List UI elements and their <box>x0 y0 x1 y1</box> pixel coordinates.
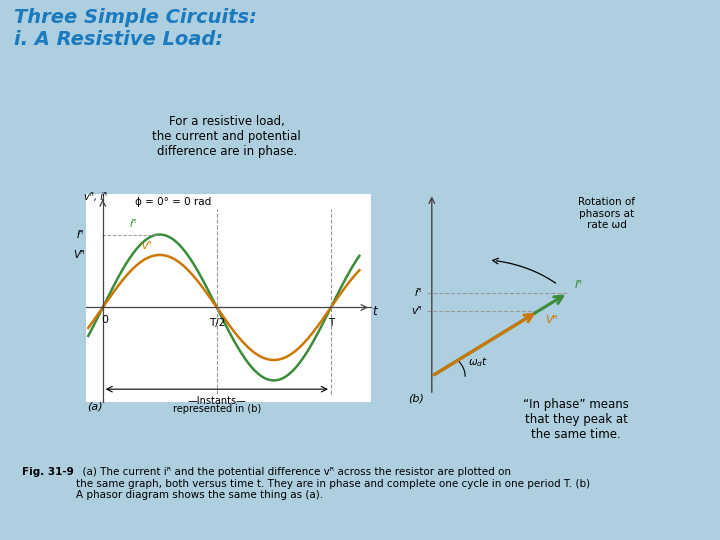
Text: Vᴿ: Vᴿ <box>544 315 557 325</box>
Text: iᴿ: iᴿ <box>415 288 422 298</box>
Text: Vᴿ: Vᴿ <box>73 250 84 260</box>
Text: Fig. 31-9: Fig. 31-9 <box>22 467 73 477</box>
Text: T: T <box>328 318 334 328</box>
Text: i. A Resistive Load:: i. A Resistive Load: <box>14 30 223 49</box>
Text: Iᴿ: Iᴿ <box>575 280 582 291</box>
Text: $\omega_d t$: $\omega_d t$ <box>469 355 488 369</box>
Text: For a resistive load,
the current and potential
difference are in phase.: For a resistive load, the current and po… <box>153 115 301 158</box>
Text: T/2: T/2 <box>209 318 225 328</box>
Text: vᴿ: vᴿ <box>141 240 151 251</box>
Text: 0: 0 <box>102 315 109 325</box>
Text: Iᴿ: Iᴿ <box>77 230 84 240</box>
Text: (a) The current iᴿ and the potential difference vᴿ across the resistor are plott: (a) The current iᴿ and the potential dif… <box>76 467 590 500</box>
Text: Rotation of
phasors at
rate ωd: Rotation of phasors at rate ωd <box>578 197 635 231</box>
Text: t: t <box>373 305 377 319</box>
Text: “In phase” means
that they peak at
the same time.: “In phase” means that they peak at the s… <box>523 399 629 441</box>
Text: vᴿ: vᴿ <box>411 306 422 316</box>
Text: Three Simple Circuits:: Three Simple Circuits: <box>14 8 257 27</box>
Text: represented in (b): represented in (b) <box>173 404 261 414</box>
Text: vᴿ, iᴿ: vᴿ, iᴿ <box>84 192 107 201</box>
Text: ϕ = 0° = 0 rad: ϕ = 0° = 0 rad <box>135 198 212 207</box>
Text: —Instants—: —Instants— <box>187 396 246 407</box>
Text: iᴿ: iᴿ <box>130 219 138 228</box>
Text: (a): (a) <box>87 401 102 411</box>
Text: (b): (b) <box>408 394 424 404</box>
